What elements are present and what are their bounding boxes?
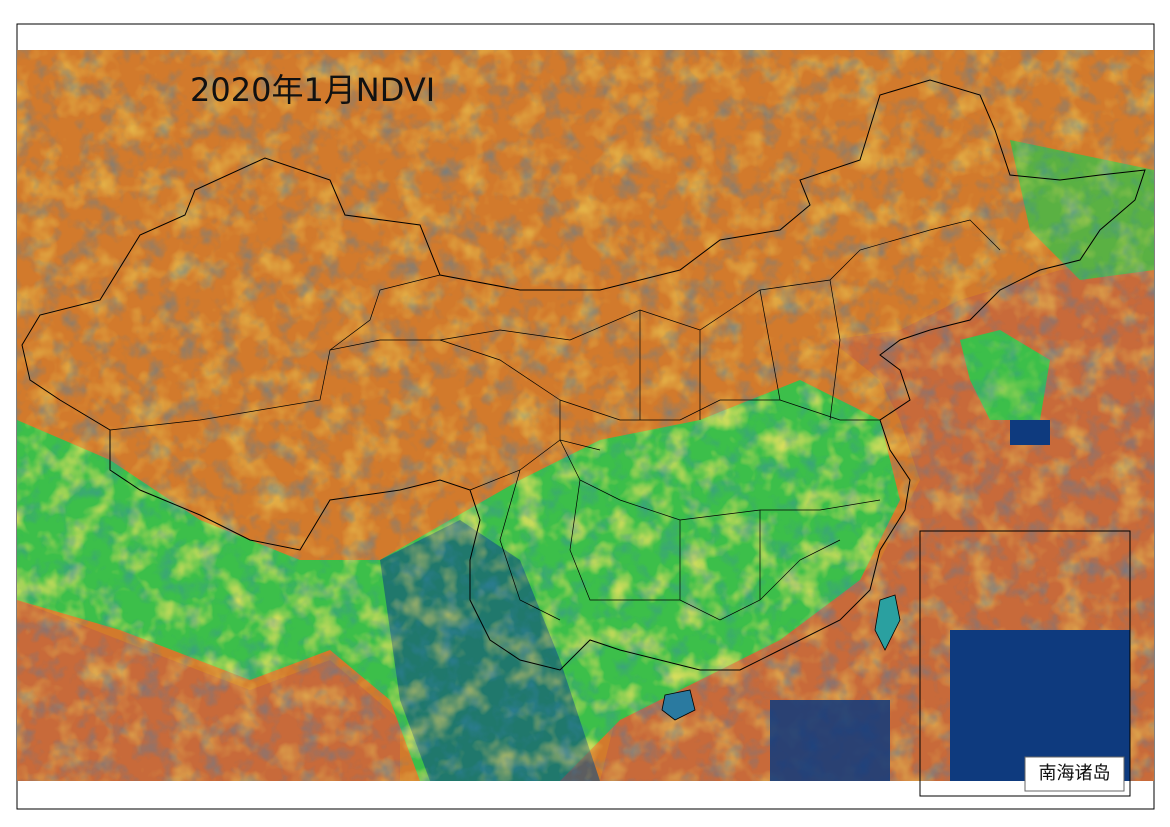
ndvi-raster [17, 50, 1154, 781]
inset-label: 南海诸岛 [1039, 763, 1111, 784]
map-title: 2020年1月NDVI [190, 71, 435, 109]
inset-label-box [1024, 756, 1125, 792]
country-boundary [21, 79, 1146, 671]
inset-frame [919, 530, 1131, 797]
province-boundaries [109, 219, 1001, 621]
